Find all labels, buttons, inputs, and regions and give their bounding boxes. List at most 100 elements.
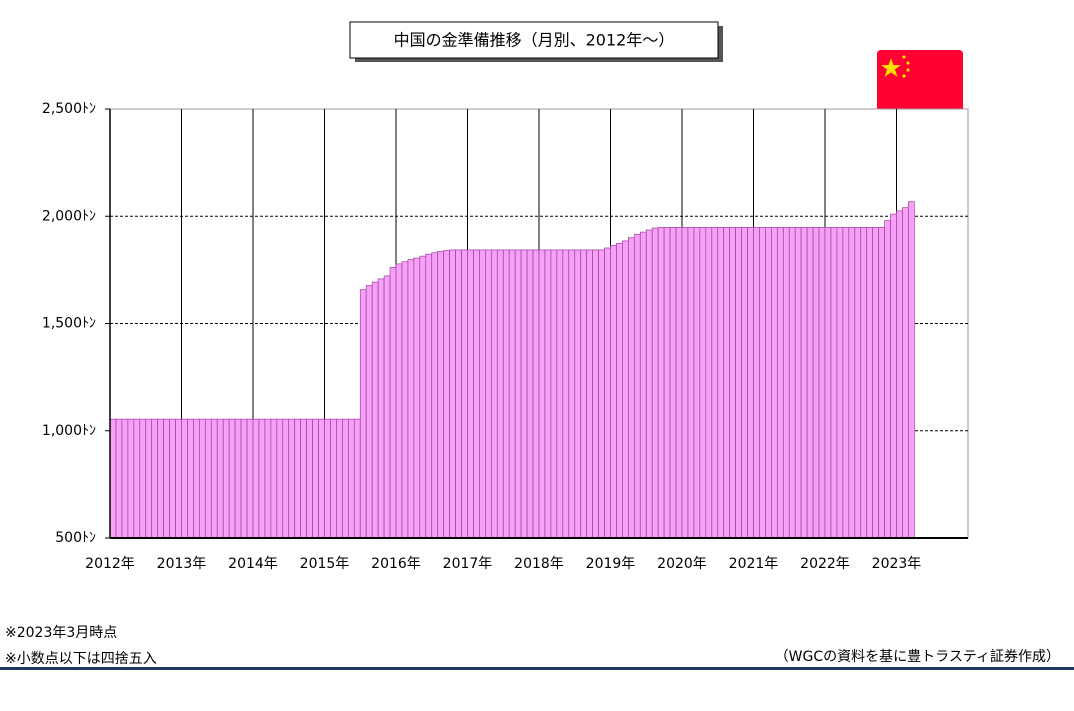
bar — [753, 227, 760, 539]
bar — [854, 227, 862, 539]
note: ※2023年3月時点 — [5, 625, 117, 641]
bar — [562, 249, 570, 539]
bar — [824, 227, 832, 539]
bar — [639, 231, 647, 539]
bar — [336, 418, 343, 539]
x-tick-label: 2015年 — [300, 556, 350, 572]
bar — [294, 418, 302, 539]
bar — [729, 227, 736, 539]
bar — [455, 249, 462, 539]
bar — [902, 207, 909, 539]
bar — [121, 418, 129, 539]
bar — [210, 418, 218, 539]
bar — [812, 227, 820, 539]
bar — [371, 281, 379, 539]
bar — [187, 418, 194, 539]
bar — [151, 418, 159, 539]
bar — [377, 278, 385, 539]
bar — [681, 227, 689, 539]
bar — [347, 418, 355, 539]
chart-title: 中国の金準備推移（月別、2012年～） — [394, 31, 675, 50]
bar — [866, 227, 874, 539]
bar — [401, 261, 409, 539]
bar — [592, 249, 599, 539]
x-tick-label: 2014年 — [228, 556, 278, 572]
bar — [109, 418, 117, 539]
bar — [318, 418, 325, 539]
bar — [413, 257, 421, 539]
bar — [359, 289, 367, 539]
bar — [383, 275, 391, 539]
bar — [139, 418, 147, 539]
bar — [133, 418, 141, 539]
bar — [532, 249, 540, 539]
bar — [216, 418, 224, 539]
bar — [419, 255, 427, 539]
bar — [228, 418, 236, 539]
bar — [872, 227, 879, 539]
x-tick-label: 2017年 — [443, 556, 493, 572]
bar — [234, 418, 242, 539]
bar — [669, 227, 677, 539]
bar — [890, 213, 897, 539]
y-tick-label: 1,000ﾄﾝ — [42, 423, 96, 439]
y-tick-label: 500ﾄﾝ — [55, 530, 96, 546]
bar — [848, 227, 856, 539]
bar — [115, 418, 123, 539]
bar — [699, 227, 707, 539]
bar — [717, 227, 725, 539]
bar — [353, 418, 361, 539]
bar — [246, 418, 254, 539]
bar — [633, 233, 641, 539]
footer-line — [0, 667, 1074, 670]
bar — [896, 210, 903, 539]
bar — [288, 418, 296, 539]
bar — [604, 247, 611, 539]
bar — [747, 227, 754, 539]
bar — [222, 418, 230, 539]
bar — [395, 263, 403, 539]
y-tick-label: 1,500ﾄﾝ — [42, 316, 96, 332]
bar — [794, 227, 802, 539]
y-tick-label: 2,000ﾄﾝ — [42, 208, 96, 224]
bar — [270, 418, 278, 539]
bar — [163, 418, 170, 539]
note: ※小数点以下は四捨五入 — [5, 650, 157, 667]
bar — [693, 227, 701, 539]
bar — [782, 227, 790, 539]
bar — [759, 227, 766, 539]
x-tick-label: 2021年 — [729, 556, 779, 572]
bar — [723, 227, 731, 539]
bar — [735, 227, 742, 539]
bar — [145, 418, 153, 539]
bar — [788, 227, 796, 539]
bar — [908, 201, 915, 539]
title-box — [349, 21, 719, 59]
x-tick-label: 2016年 — [371, 556, 421, 572]
bar — [306, 418, 313, 539]
bar — [443, 250, 450, 539]
bar — [836, 227, 844, 539]
bar — [473, 249, 480, 539]
bar — [711, 227, 719, 539]
bar — [461, 249, 468, 539]
bar — [389, 266, 397, 539]
x-tick-label: 2013年 — [157, 556, 207, 572]
bar — [479, 249, 486, 539]
bar — [502, 249, 510, 539]
bar — [490, 249, 498, 539]
bar — [300, 418, 307, 539]
bar — [526, 249, 534, 539]
bar — [675, 227, 683, 539]
bar — [407, 259, 415, 539]
bar — [312, 418, 319, 539]
bar — [193, 418, 200, 539]
y-tick-label: 2,500ﾄﾝ — [42, 101, 96, 117]
bar — [580, 249, 588, 539]
bar — [628, 237, 635, 539]
bar — [776, 227, 784, 539]
bar — [169, 418, 176, 539]
bar — [884, 220, 891, 539]
bar — [550, 249, 558, 539]
